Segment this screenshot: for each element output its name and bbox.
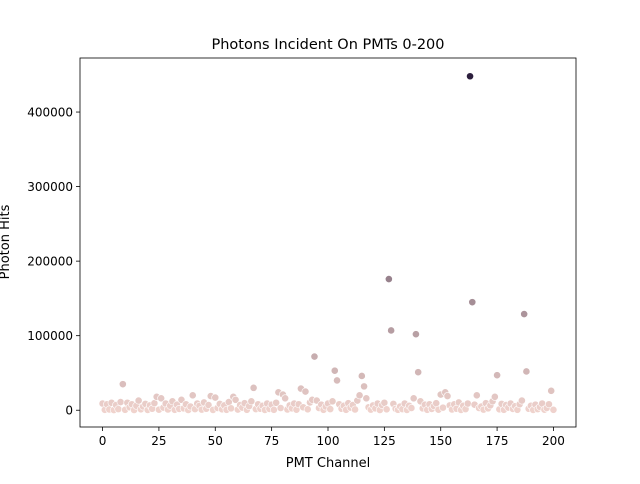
data-point [466, 72, 474, 81]
x-tick-label: 75 [264, 434, 279, 448]
data-point [231, 395, 240, 404]
data-point [310, 352, 319, 361]
data-point [472, 391, 481, 400]
y-axis: 0 100000 200000 300000 400000 [27, 106, 80, 418]
data-points [98, 72, 558, 414]
data-point [432, 399, 441, 408]
data-point [463, 399, 472, 408]
chart-title: Photons Incident On PMTs 0-200 [211, 37, 444, 53]
data-point [522, 367, 531, 376]
data-point [490, 392, 499, 401]
data-point [351, 405, 359, 414]
data-point [328, 397, 337, 406]
data-point [549, 405, 558, 414]
y-axis-label: Photon Hits [0, 204, 13, 279]
data-point [545, 400, 553, 409]
data-point [407, 404, 416, 412]
data-point [157, 394, 166, 403]
data-point [357, 372, 366, 380]
data-point [439, 403, 447, 412]
data-point [114, 405, 123, 414]
data-point [330, 366, 339, 375]
data-point [303, 405, 312, 414]
x-axis: 0 25 50 75 100 125 150 175 200 [99, 427, 565, 448]
data-point [118, 380, 127, 389]
data-point [355, 391, 364, 400]
y-tick-label: 200000 [27, 255, 73, 269]
y-tick-label: 100000 [27, 329, 73, 343]
data-point [520, 310, 529, 318]
data-point [116, 398, 125, 406]
data-point [326, 405, 335, 414]
data-point [269, 405, 278, 414]
y-tick-label: 0 [65, 404, 73, 418]
data-point [281, 394, 290, 403]
x-tick-label: 50 [208, 434, 223, 448]
data-point [134, 396, 143, 405]
data-point [247, 397, 256, 406]
data-point [360, 382, 368, 391]
data-point [547, 386, 556, 395]
x-tick-label: 150 [429, 434, 452, 448]
x-tick-label: 25 [151, 434, 166, 448]
data-point [301, 387, 310, 396]
data-point [249, 383, 258, 392]
data-point [382, 405, 391, 414]
x-tick-label: 200 [542, 434, 565, 448]
data-point [227, 404, 235, 413]
data-point [468, 298, 477, 307]
data-point [414, 368, 423, 377]
x-tick-label: 175 [486, 434, 509, 448]
data-point [362, 394, 371, 403]
data-point [188, 391, 197, 400]
data-point [493, 371, 501, 380]
data-point [443, 392, 452, 400]
data-point [380, 398, 389, 407]
data-point [517, 396, 526, 405]
data-point [276, 404, 285, 412]
data-point [333, 376, 341, 385]
x-axis-label: PMT Channel [286, 456, 371, 471]
data-point [204, 401, 213, 409]
y-tick-label: 400000 [27, 106, 73, 120]
data-point [387, 326, 396, 335]
data-point [272, 398, 281, 407]
data-point [412, 330, 420, 339]
x-tick-label: 0 [99, 434, 107, 448]
data-point [384, 275, 393, 283]
y-tick-label: 300000 [27, 180, 73, 194]
x-tick-label: 100 [317, 434, 340, 448]
data-point [409, 394, 418, 403]
x-tick-label: 125 [373, 434, 396, 448]
data-point [211, 393, 220, 402]
